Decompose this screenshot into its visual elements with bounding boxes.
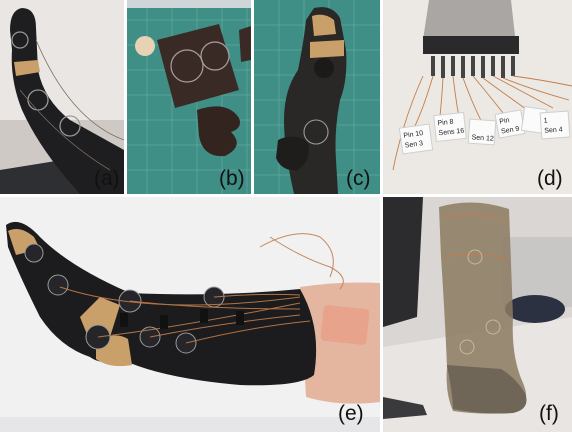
panel-a-photo: (a) — [0, 0, 124, 194]
panel-e-image — [0, 197, 380, 432]
tag-2-line2: Sens 16 — [438, 128, 464, 138]
tag-6-line1: 1 — [543, 118, 547, 125]
panel-f-label: (f) — [539, 402, 559, 425]
panel-f-image — [383, 197, 572, 432]
panel-c-label: (c) — [346, 167, 371, 190]
wire-tag: Sen 12 — [467, 118, 497, 146]
panel-f-photo: (f) — [383, 197, 572, 432]
tag-4-line1: Pin — [499, 117, 510, 126]
panel-b-label: (b) — [219, 167, 245, 190]
panel-c-image — [254, 0, 380, 194]
wire-tag: Pin Sen 9 — [494, 109, 526, 139]
tag-1-line2: Sen 3 — [404, 140, 423, 149]
panel-e-label: (e) — [338, 402, 364, 425]
panel-d-photo: Pin 10 Sen 3 Pin 8 Sens 16 Sen 12 Pin Se… — [383, 0, 572, 194]
tag-1-line1: Pin 10 — [403, 130, 424, 140]
panel-d-label: (d) — [537, 167, 563, 190]
panel-b-image — [127, 0, 251, 194]
wire-tag: Pin 10 Sen 3 — [398, 123, 434, 155]
tag-3-line2: Sen 12 — [471, 134, 494, 143]
tag-4-line2: Sen 9 — [501, 125, 520, 135]
panel-b-photo: (b) — [127, 0, 251, 194]
wire-tag: Pin 8 Sens 16 — [433, 111, 467, 143]
panel-d-image: Pin 10 Sen 3 Pin 8 Sens 16 Sen 12 Pin Se… — [383, 0, 572, 194]
tag-6-line2: Sen 4 — [544, 126, 563, 134]
panel-e-photo: (e) — [0, 197, 380, 432]
panel-a-label: (a) — [94, 167, 120, 190]
tag-2-line1: Pin 8 — [437, 119, 454, 128]
panel-a-image — [0, 0, 124, 194]
panel-c-photo: (c) — [254, 0, 380, 194]
wire-tag: 1 Sen 4 — [539, 110, 571, 140]
